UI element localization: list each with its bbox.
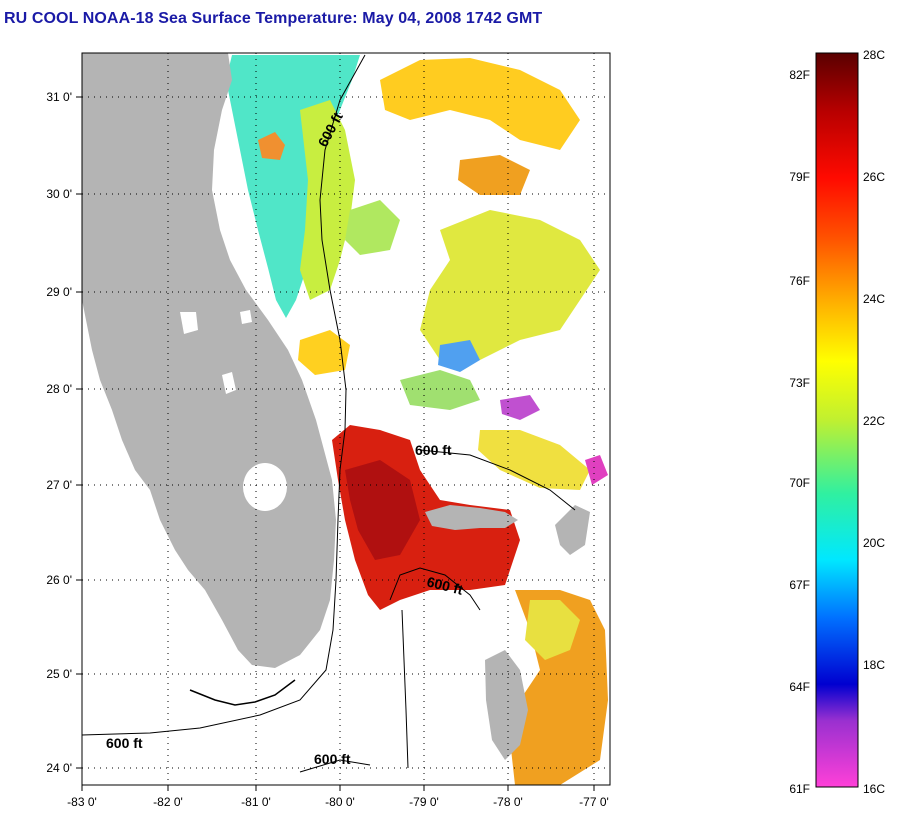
sst-region-shelf-yellow [300, 100, 355, 300]
lon-label: -80 0' [325, 795, 355, 809]
sst-warm-spot [258, 132, 285, 160]
colorbar-f-label: 61F [789, 782, 810, 796]
sst-region-gulf-stream-core [345, 460, 420, 560]
lake-okeechobee [243, 463, 287, 511]
lon-label: -83 0' [67, 795, 97, 809]
contour-600ft-southwest [401, 609, 409, 769]
colorbar-f-label: 82F [789, 68, 810, 82]
plot-frame [81, 52, 611, 786]
axis-ticks [76, 96, 595, 791]
page-title: RU COOL NOAA-18 Sea Surface Temperature:… [4, 10, 543, 27]
sst-patch-8 [500, 395, 540, 420]
contour-600ft-bottom [299, 759, 371, 773]
colorbar-f-label: 64F [789, 680, 810, 694]
sst-patch-7 [438, 340, 480, 372]
colorbar-f-label: 70F [789, 476, 810, 490]
contour-600ft-east [82, 54, 366, 736]
sst-patch-1 [380, 58, 580, 150]
lon-label: -81 0' [241, 795, 271, 809]
colorbar [815, 52, 859, 788]
lat-label: 25 0' [46, 667, 72, 681]
contour-600ft-south [389, 567, 481, 611]
land-florida [82, 53, 336, 668]
land-grand-bahama [425, 505, 518, 530]
colorbar-c-label: 22C [863, 414, 885, 428]
lat-label: 27 0' [46, 478, 72, 492]
contour-600ft-bahamas [419, 449, 576, 511]
contour-label-bottom: 600 ft [314, 751, 351, 767]
lat-label: 31 0' [46, 90, 72, 104]
graticule [82, 53, 610, 785]
sst-patch-10 [585, 455, 608, 485]
lat-label: 30 0' [46, 187, 72, 201]
inland-lakes [180, 310, 252, 394]
land-andros [485, 650, 528, 760]
colorbar-c-label: 16C [863, 782, 885, 796]
lat-label: 26 0' [46, 573, 72, 587]
colorbar-f-label: 79F [789, 170, 810, 184]
contour-label-west: 600 ft [106, 735, 143, 751]
sst-patch-4 [345, 200, 400, 255]
colorbar-f-label: 67F [789, 578, 810, 592]
colorbar-c-label: 24C [863, 292, 885, 306]
colorbar-f-label: 76F [789, 274, 810, 288]
lat-label: 24 0' [46, 761, 72, 775]
sst-patch-6 [400, 370, 480, 410]
colorbar-c-label: 28C [863, 48, 885, 62]
lon-label: -82 0' [153, 795, 183, 809]
sst-patch-2 [458, 155, 530, 195]
lon-label: -78 0' [493, 795, 523, 809]
lat-label: 28 0' [46, 382, 72, 396]
colorbar-c-label: 20C [863, 536, 885, 550]
colorbar-f-label: 73F [789, 376, 810, 390]
sst-region-southeast-yellow [525, 600, 580, 660]
colorbar-c-label: 26C [863, 170, 885, 184]
colorbar-c-label: 18C [863, 658, 885, 672]
contour-label-bahamas: 600 ft [415, 442, 452, 458]
land-abaco [555, 505, 590, 555]
lon-label: -79 0' [409, 795, 439, 809]
land-florida-keys [189, 679, 296, 706]
lon-label: -77 0' [579, 795, 609, 809]
lat-label: 29 0' [46, 285, 72, 299]
sst-patch-9 [478, 430, 590, 490]
sst-patch-3 [420, 210, 600, 360]
sst-patch-5 [298, 330, 350, 375]
